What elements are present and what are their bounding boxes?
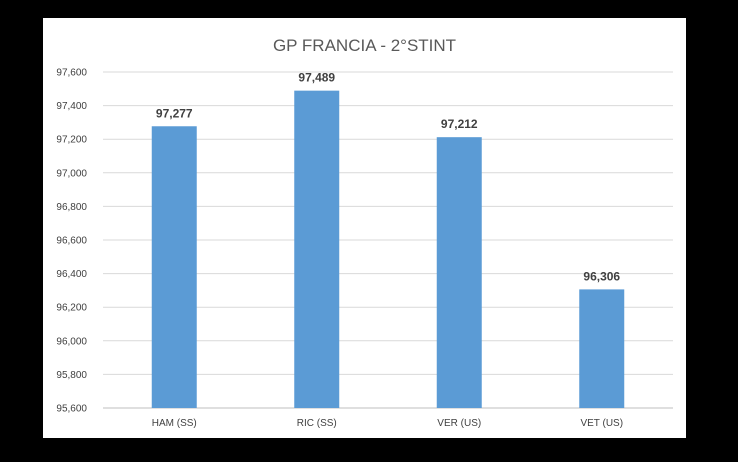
chart-panel: GP FRANCIA - 2°STINT 95,600 95,800 96,000 9…: [43, 18, 686, 438]
y-tick-label: 97,000: [56, 168, 87, 179]
bar: [436, 137, 482, 408]
category-label: RIC (SS): [297, 418, 337, 429]
category-label: VER (US): [437, 418, 481, 429]
data-label: 97,489: [298, 71, 335, 85]
y-tick-label: 96,600: [56, 236, 87, 247]
bar: [294, 90, 340, 408]
y-tick-label: 96,800: [56, 202, 87, 213]
y-tick-label: 96,400: [56, 269, 87, 280]
y-tick-label: 97,600: [56, 68, 87, 79]
y-tick-label: 96,000: [56, 336, 87, 347]
y-tick-label: 97,200: [56, 135, 87, 146]
data-label: 96,306: [583, 269, 620, 283]
y-tick-label: 96,200: [56, 303, 87, 314]
bar-chart: 95,600 95,800 96,000 96,200 96,400 96,600 96,8…: [56, 68, 673, 429]
data-label: 97,277: [156, 106, 193, 120]
bar: [579, 289, 625, 408]
y-tick-label: 95,600: [56, 404, 87, 415]
bar: [151, 126, 197, 408]
category-label: VET (US): [580, 418, 623, 429]
y-tick-label: 95,800: [56, 370, 87, 381]
chart-title: GP FRANCIA - 2°STINT: [272, 36, 457, 55]
data-label: 97,212: [441, 117, 478, 131]
category-label: HAM (SS): [152, 418, 197, 429]
y-tick-label: 97,400: [56, 101, 87, 112]
